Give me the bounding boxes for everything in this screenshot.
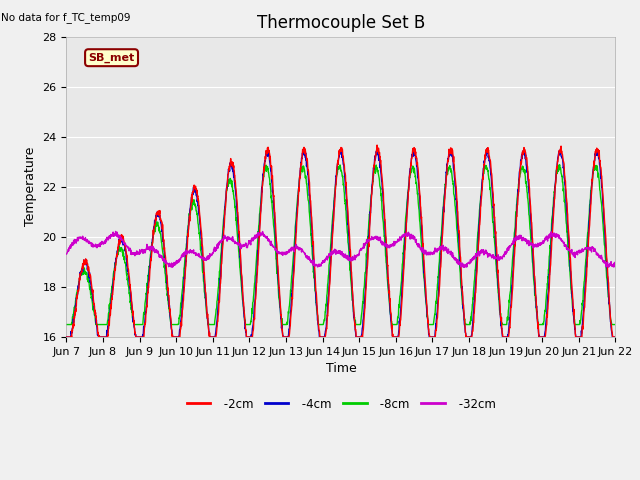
X-axis label: Time: Time	[326, 362, 356, 375]
Title: Thermocouple Set B: Thermocouple Set B	[257, 14, 425, 32]
Text: No data for f_TC_temp09: No data for f_TC_temp09	[1, 12, 130, 24]
Text: SB_met: SB_met	[88, 52, 134, 63]
Y-axis label: Temperature: Temperature	[24, 147, 37, 227]
Legend:  -2cm,  -4cm,  -8cm,  -32cm: -2cm, -4cm, -8cm, -32cm	[182, 393, 500, 415]
